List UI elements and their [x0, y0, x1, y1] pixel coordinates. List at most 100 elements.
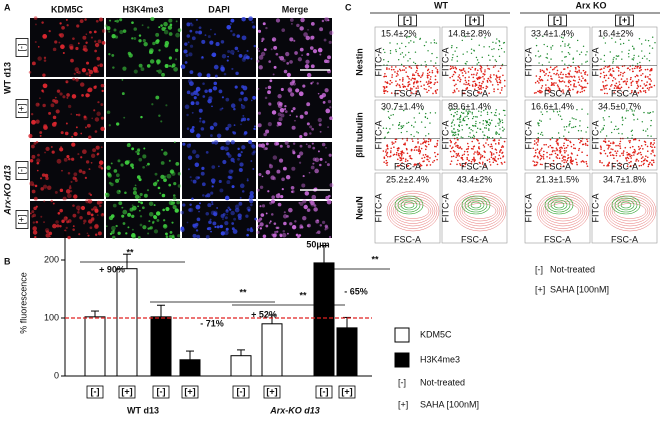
event: [461, 125, 462, 126]
event: [503, 128, 504, 129]
cell: [178, 28, 182, 32]
cell: [309, 172, 311, 174]
event: [561, 154, 563, 156]
cell: [300, 115, 304, 119]
event: [613, 70, 615, 72]
event: [459, 74, 461, 76]
event: [499, 120, 500, 121]
event: [550, 58, 551, 59]
event: [456, 153, 458, 155]
event: [403, 86, 405, 88]
cell: [93, 109, 95, 111]
event: [618, 75, 620, 77]
event: [562, 77, 564, 79]
cell: [52, 150, 55, 153]
event: [539, 151, 541, 153]
event: [622, 124, 623, 125]
cell: [68, 105, 71, 108]
event: [498, 124, 499, 125]
event: [494, 159, 496, 161]
cell: [208, 35, 211, 38]
event: [401, 43, 402, 44]
cell: [140, 202, 143, 205]
cell: [228, 154, 232, 158]
event: [465, 77, 467, 79]
event: [385, 90, 387, 92]
cell: [156, 39, 160, 43]
event: [633, 139, 635, 141]
flow-plot: 34.7±1.8%FSC-AFITC-A: [590, 173, 657, 244]
event: [633, 48, 634, 49]
event: [544, 74, 546, 76]
condition-label: [-]: [16, 167, 26, 175]
event: [654, 85, 656, 87]
event: [551, 48, 552, 49]
event: [398, 153, 400, 155]
cell: [168, 19, 172, 23]
event: [457, 56, 458, 57]
event: [397, 150, 399, 152]
cell: [225, 196, 230, 201]
event: [619, 84, 621, 86]
cell: [169, 235, 172, 238]
event: [611, 74, 613, 76]
cell: [43, 124, 47, 128]
cell: [235, 208, 240, 213]
event: [555, 156, 557, 158]
cell: [258, 123, 262, 127]
bar: [180, 360, 200, 376]
event: [467, 112, 468, 113]
cell: [30, 159, 33, 162]
event: [417, 73, 419, 75]
event: [414, 74, 416, 76]
event: [580, 91, 582, 93]
cell: [107, 111, 111, 115]
cell: [277, 122, 280, 125]
cell: [158, 114, 160, 116]
event: [491, 153, 493, 155]
event: [572, 59, 573, 60]
event: [477, 69, 479, 71]
cell: [292, 225, 296, 229]
cell: [89, 168, 91, 170]
event: [384, 137, 385, 138]
event: [480, 69, 482, 71]
cell: [94, 224, 99, 229]
event: [419, 146, 421, 148]
event: [566, 147, 568, 149]
annotation: **: [126, 247, 134, 257]
cell: [101, 146, 103, 148]
event: [608, 77, 610, 79]
event: [470, 69, 472, 71]
event: [559, 81, 561, 83]
cell: [147, 64, 151, 68]
cell: [28, 134, 32, 138]
cell: [191, 198, 194, 201]
event: [428, 80, 430, 82]
event: [642, 121, 643, 122]
cell: [66, 97, 68, 99]
event: [393, 142, 395, 144]
cell: [135, 185, 137, 187]
cell: [79, 169, 83, 173]
cell: [329, 236, 331, 238]
event: [495, 126, 496, 127]
cell: [109, 124, 111, 126]
event: [473, 153, 475, 155]
event: [427, 73, 429, 75]
cell: [196, 235, 200, 239]
cell: [278, 193, 281, 196]
cell: [42, 104, 45, 107]
event: [642, 156, 644, 158]
cell: [63, 197, 67, 201]
event: [463, 112, 464, 113]
cell: [238, 202, 242, 206]
event: [622, 117, 623, 118]
event: [542, 114, 543, 115]
event: [564, 126, 565, 127]
cell: [160, 120, 162, 122]
event: [585, 61, 586, 62]
event: [398, 124, 399, 125]
event: [383, 91, 385, 93]
